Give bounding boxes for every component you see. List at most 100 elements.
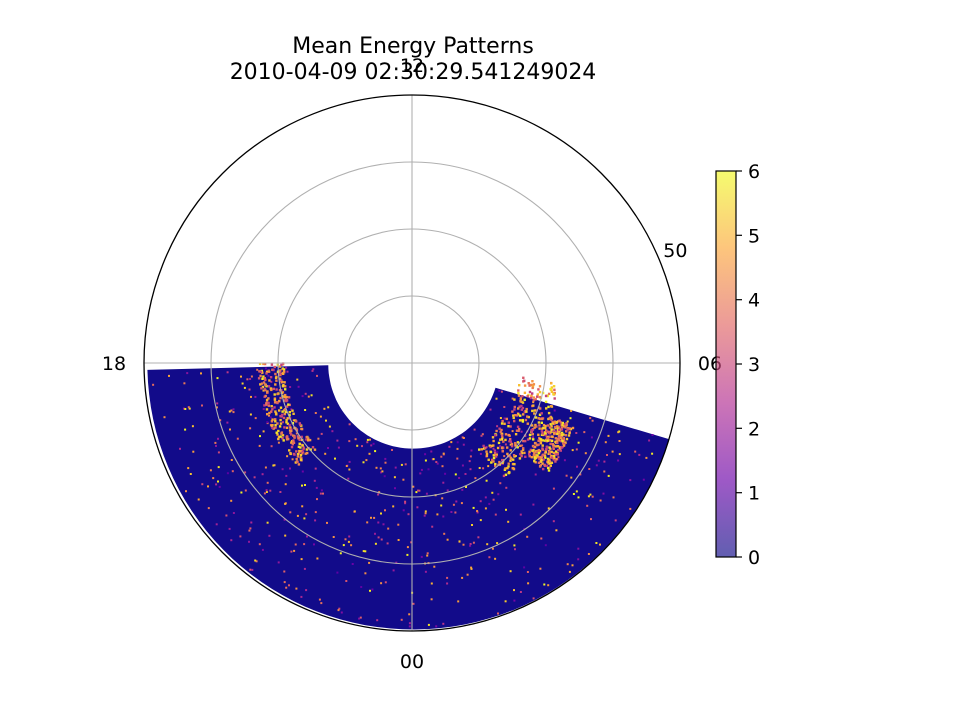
data-speckle — [526, 571, 529, 573]
auroral-pixel — [528, 437, 532, 440]
auroral-pixel — [485, 454, 489, 458]
auroral-pixel — [539, 407, 542, 410]
auroral-pixel — [558, 439, 561, 442]
data-speckle — [378, 491, 381, 494]
auroral-pixel — [283, 381, 286, 384]
data-speckle — [425, 492, 428, 495]
data-speckle — [262, 389, 265, 392]
data-speckle — [587, 553, 590, 555]
auroral-pixel — [507, 465, 510, 468]
data-speckle — [380, 512, 382, 515]
data-speckle — [369, 438, 371, 441]
auroral-pixel — [511, 462, 515, 466]
data-speckle — [207, 485, 209, 488]
auroral-pixel — [519, 414, 522, 417]
auroral-pixel — [279, 396, 282, 400]
data-speckle — [602, 492, 605, 495]
data-speckle — [328, 425, 331, 428]
auroral-pixel — [494, 462, 497, 466]
data-speckle — [216, 377, 219, 380]
auroral-pixel — [522, 376, 525, 379]
data-speckle — [184, 408, 187, 410]
data-speckle — [230, 539, 233, 542]
auroral-pixel — [533, 409, 536, 412]
auroral-pixel — [560, 426, 564, 429]
auroral-pixel — [523, 391, 527, 394]
auroral-pixel — [504, 467, 507, 470]
polar-axis-frame — [143, 94, 681, 632]
auroral-pixel — [508, 454, 511, 458]
data-speckle — [316, 498, 318, 501]
auroral-pixel — [544, 432, 547, 435]
auroral-pixel — [276, 433, 279, 436]
auroral-pixel — [274, 383, 277, 386]
data-speckle — [599, 499, 602, 502]
auroral-pixel — [544, 427, 547, 430]
auroral-pixel — [299, 458, 303, 461]
data-speckle — [300, 595, 303, 598]
data-speckle — [520, 430, 523, 433]
data-speckle — [307, 395, 310, 398]
auroral-pixel — [500, 422, 504, 425]
auroral-pixel — [550, 382, 553, 385]
auroral-pixel — [282, 439, 285, 442]
auroral-pixel — [512, 454, 516, 457]
auroral-pixel — [304, 452, 307, 455]
data-speckle — [552, 520, 555, 523]
auroral-pixel — [531, 409, 534, 413]
data-speckle — [295, 432, 298, 435]
data-speckle — [375, 466, 378, 469]
auroral-pixel — [277, 429, 280, 433]
auroral-pixel — [549, 423, 552, 426]
data-speckle — [412, 485, 415, 488]
auroral-pixel — [537, 443, 540, 446]
data-speckle — [296, 514, 299, 517]
auroral-pixel — [498, 427, 501, 430]
auroral-pixel — [547, 469, 551, 472]
data-speckle — [362, 550, 365, 553]
auroral-pixel — [542, 426, 545, 430]
auroral-pixel — [516, 446, 519, 449]
auroral-pixel — [265, 408, 269, 411]
auroral-pixel — [538, 427, 541, 430]
auroral-pixel — [284, 398, 287, 401]
data-speckle — [461, 464, 464, 467]
auroral-pixel — [485, 450, 488, 453]
data-speckle — [384, 461, 387, 464]
auroral-pixel — [519, 452, 522, 456]
data-speckle — [301, 470, 304, 473]
colorbar-tick-label: 1 — [748, 483, 760, 505]
data-speckle — [426, 552, 429, 555]
auroral-pixel — [504, 433, 508, 436]
auroral-pixel — [523, 384, 527, 387]
data-speckle — [629, 479, 632, 482]
data-speckle — [268, 414, 270, 417]
auroral-pixel — [520, 408, 523, 411]
auroral-pixel — [287, 396, 291, 399]
auroral-pixel — [282, 384, 285, 387]
data-speckle — [267, 374, 270, 377]
auroral-pixel — [517, 407, 520, 410]
data-speckle — [386, 542, 389, 545]
data-speckle — [454, 473, 457, 476]
data-speckle — [492, 447, 495, 450]
auroral-pixel — [542, 423, 546, 427]
data-speckle — [371, 588, 374, 591]
auroral-pixel — [502, 474, 506, 478]
auroral-pixel — [513, 419, 516, 423]
data-speckle — [462, 437, 465, 439]
auroral-pixel — [503, 422, 506, 425]
auroral-pixel — [266, 413, 269, 416]
auroral-pixel — [274, 423, 277, 427]
auroral-pixel — [514, 442, 517, 445]
data-speckle — [304, 438, 307, 441]
auroral-pixel — [272, 387, 275, 391]
data-speckle — [327, 406, 330, 409]
data-speckle — [263, 492, 266, 495]
auroral-pixel — [532, 438, 535, 441]
auroral-pixel — [277, 435, 281, 439]
auroral-pixel — [560, 431, 564, 435]
auroral-pixel — [517, 392, 520, 395]
auroral-pixel — [558, 432, 561, 435]
data-speckle — [539, 451, 542, 454]
